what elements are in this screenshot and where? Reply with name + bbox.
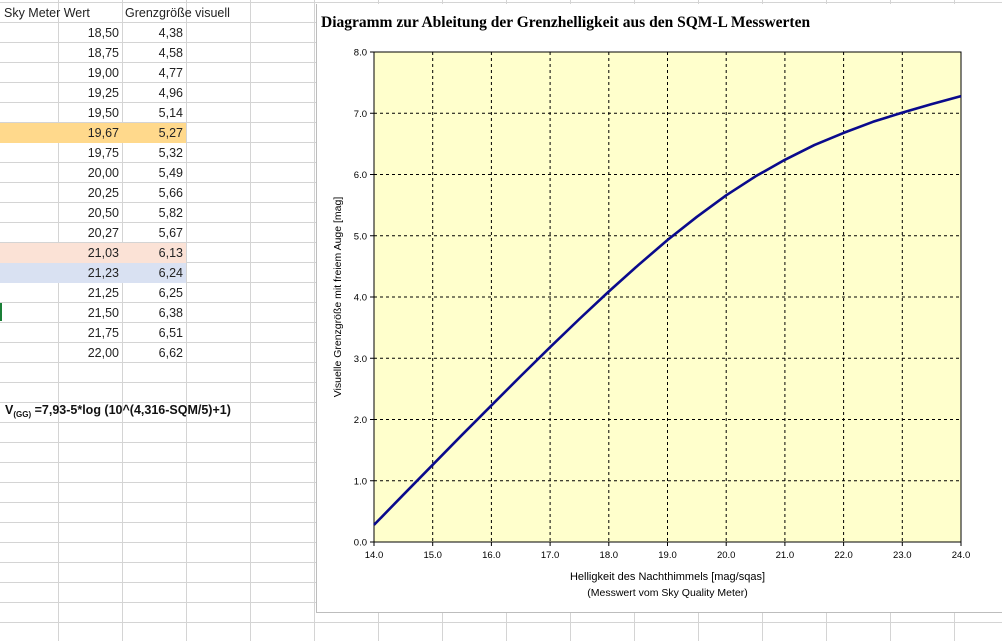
y-tick-label: 6.0: [354, 170, 367, 181]
grenzgroesse-value-cell[interactable]: 5,67: [158, 226, 183, 240]
sqm-value-cell[interactable]: 21,23: [87, 266, 119, 280]
table-row[interactable]: 19,50 5,14: [0, 103, 186, 123]
grenzgroesse-value-cell[interactable]: 5,49: [158, 166, 183, 180]
formula-expression: =7,93-5*log (10^(4,316-SQM/5)+1): [31, 403, 231, 417]
sqm-value-cell[interactable]: 18,50: [87, 26, 119, 40]
table-row[interactable]: 21,23 6,24: [0, 263, 186, 283]
column-divider: [122, 0, 123, 641]
column-divider: [186, 0, 187, 641]
sqm-value-cell[interactable]: 21,25: [87, 286, 119, 300]
sqm-value-cell[interactable]: 22,00: [87, 346, 119, 360]
y-tick-label: 0.0: [354, 538, 367, 549]
grenzgroesse-value-cell[interactable]: 4,96: [158, 86, 183, 100]
table-row[interactable]: 19,00 4,77: [0, 63, 186, 83]
table-row[interactable]: 21,50 6,38: [0, 303, 186, 323]
x-tick-label: 23.0: [893, 550, 912, 561]
x-tick-label: 24.0: [952, 550, 971, 561]
y-tick-label: 2.0: [354, 415, 367, 426]
x-tick-label: 14.0: [365, 550, 384, 561]
table-row[interactable]: 20,27 5,67: [0, 223, 186, 243]
formula-cell[interactable]: V(GG) =7,93-5*log (10^(4,316-SQM/5)+1): [5, 403, 231, 419]
x-tick-label: 17.0: [541, 550, 560, 561]
sqm-value-cell[interactable]: 19,67: [87, 126, 119, 140]
x-axis-sublabel: (Messwert vom Sky Quality Meter): [587, 587, 747, 599]
x-axis-label: Helligkeit des Nachthimmels [mag/sqas]: [570, 571, 765, 583]
y-tick-label: 7.0: [354, 109, 367, 120]
sqm-value-cell[interactable]: 18,75: [87, 46, 119, 60]
grenzgroesse-value-cell[interactable]: 6,24: [158, 266, 183, 280]
grenzgroesse-value-cell[interactable]: 6,25: [158, 286, 183, 300]
sqm-value-cell[interactable]: 20,00: [87, 166, 119, 180]
series-line: [373, 94, 962, 526]
x-tick-label: 18.0: [600, 550, 619, 561]
y-tick-label: 4.0: [354, 293, 367, 304]
y-tick-label: 1.0: [354, 476, 367, 487]
sqm-value-cell[interactable]: 21,03: [87, 246, 119, 260]
grenzgroesse-value-cell[interactable]: 5,66: [158, 186, 183, 200]
grenzgroesse-value-cell[interactable]: 5,14: [158, 106, 183, 120]
chart-object[interactable]: Diagramm zur Ableitung der Grenzhelligke…: [316, 4, 1002, 613]
grenzgroesse-value-cell[interactable]: 5,27: [158, 126, 183, 140]
line-chart: 14.0 15.0 16.0 17.0 18.0 19.0 20.0 21.0 22.0 23.0…: [332, 48, 971, 600]
table-row[interactable]: 18,75 4,58: [0, 43, 186, 63]
formula-prefix: V: [5, 403, 14, 417]
table-row[interactable]: 18,50 4,38: [0, 23, 186, 43]
x-tick-label: 19.0: [658, 550, 677, 561]
column-divider: [250, 0, 251, 641]
sqm-value-cell[interactable]: 19,00: [87, 66, 119, 80]
x-tick-label: 21.0: [776, 550, 795, 561]
x-tick-label: 20.0: [717, 550, 736, 561]
sqm-value-cell[interactable]: 21,50: [87, 306, 119, 320]
table-row[interactable]: 19,25 4,96: [0, 83, 186, 103]
column-b-header[interactable]: Grenzgröße visuell: [125, 6, 230, 20]
chart-title: Diagramm zur Ableitung der Grenzhelligke…: [321, 14, 811, 31]
grenzgroesse-value-cell[interactable]: 5,32: [158, 146, 183, 160]
x-tick-label: 15.0: [423, 550, 442, 561]
grenzgroesse-value-cell[interactable]: 6,38: [158, 306, 183, 320]
selection-marker: [0, 303, 2, 321]
sqm-value-cell[interactable]: 19,50: [87, 106, 119, 120]
table-row[interactable]: 22,00 6,62: [0, 343, 186, 363]
grenzgroesse-value-cell[interactable]: 4,38: [158, 26, 183, 40]
column-a-header[interactable]: Sky Meter Wert: [4, 6, 90, 20]
table-row[interactable]: 21,25 6,25: [0, 283, 186, 303]
grenzgroesse-value-cell[interactable]: 4,58: [158, 46, 183, 60]
table-row[interactable]: 20,00 5,49: [0, 163, 186, 183]
grenzgroesse-value-cell[interactable]: 6,62: [158, 346, 183, 360]
sqm-value-cell[interactable]: 20,50: [87, 206, 119, 220]
grenzgroesse-value-cell[interactable]: 6,13: [158, 246, 183, 260]
table-row[interactable]: 20,25 5,66: [0, 183, 186, 203]
table-row[interactable]: 21,03 6,13: [0, 243, 186, 263]
grenzgroesse-value-cell[interactable]: 5,82: [158, 206, 183, 220]
x-tick-label: 22.0: [834, 550, 853, 561]
grenzgroesse-value-cell[interactable]: 6,51: [158, 326, 183, 340]
y-tick-label: 3.0: [354, 354, 367, 365]
sqm-value-cell[interactable]: 20,27: [87, 226, 119, 240]
y-axis-label: Visuelle Grenzgröße mit freiem Auge [mag…: [332, 197, 344, 398]
table-row[interactable]: 19,75 5,32: [0, 143, 186, 163]
table-row[interactable]: 19,67 5,27: [0, 123, 186, 143]
grenzgroesse-value-cell[interactable]: 4,77: [158, 66, 183, 80]
sqm-value-cell[interactable]: 20,25: [87, 186, 119, 200]
sqm-value-cell[interactable]: 19,25: [87, 86, 119, 100]
y-tick-label: 5.0: [354, 231, 367, 242]
x-tick-label: 16.0: [482, 550, 501, 561]
sqm-value-cell[interactable]: 21,75: [87, 326, 119, 340]
sqm-value-cell[interactable]: 19,75: [87, 146, 119, 160]
table-row[interactable]: 20,50 5,82: [0, 203, 186, 223]
table-row[interactable]: 21,75 6,51: [0, 323, 186, 343]
formula-subscript: (GG): [13, 410, 32, 419]
y-tick-label: 8.0: [354, 48, 367, 59]
